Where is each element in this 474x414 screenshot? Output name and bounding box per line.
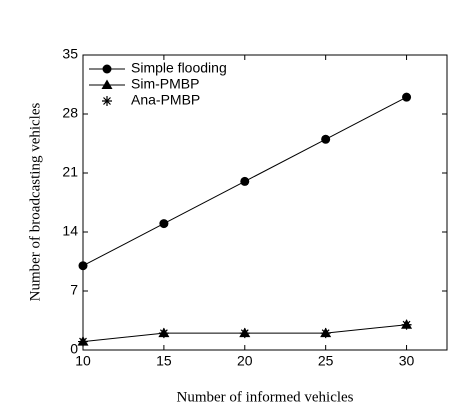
legend-label: Simple flooding: [131, 60, 227, 76]
y-tick-label: 35: [62, 46, 78, 62]
marker: [320, 328, 331, 339]
marker: [159, 219, 169, 229]
legend-marker: [102, 96, 112, 106]
x-tick-label: 20: [237, 353, 253, 369]
y-tick-label: 21: [62, 164, 78, 180]
marker: [402, 92, 412, 102]
marker: [321, 134, 331, 144]
x-tick-label: 25: [318, 353, 334, 369]
legend-marker: [102, 64, 112, 74]
y-tick-label: 7: [70, 282, 78, 298]
legend-marker: [101, 79, 113, 89]
marker: [78, 261, 88, 271]
legend-label: Sim-PMBP: [131, 76, 199, 92]
x-tick-label: 30: [399, 353, 415, 369]
marker: [78, 336, 88, 347]
marker: [401, 319, 412, 330]
y-axis-label: Number of broadcasting vehicles: [27, 102, 43, 301]
marker: [240, 176, 250, 186]
x-tick-label: 10: [75, 353, 91, 369]
y-tick-label: 0: [70, 341, 78, 357]
y-tick-label: 28: [62, 105, 78, 121]
x-axis-label: Number of informed vehicles: [176, 389, 353, 405]
marker: [239, 328, 250, 339]
x-tick-label: 15: [156, 353, 172, 369]
y-tick-label: 14: [62, 223, 78, 239]
marker: [158, 328, 169, 339]
legend-label: Ana-PMBP: [131, 92, 200, 108]
plot-frame: [82, 54, 448, 351]
